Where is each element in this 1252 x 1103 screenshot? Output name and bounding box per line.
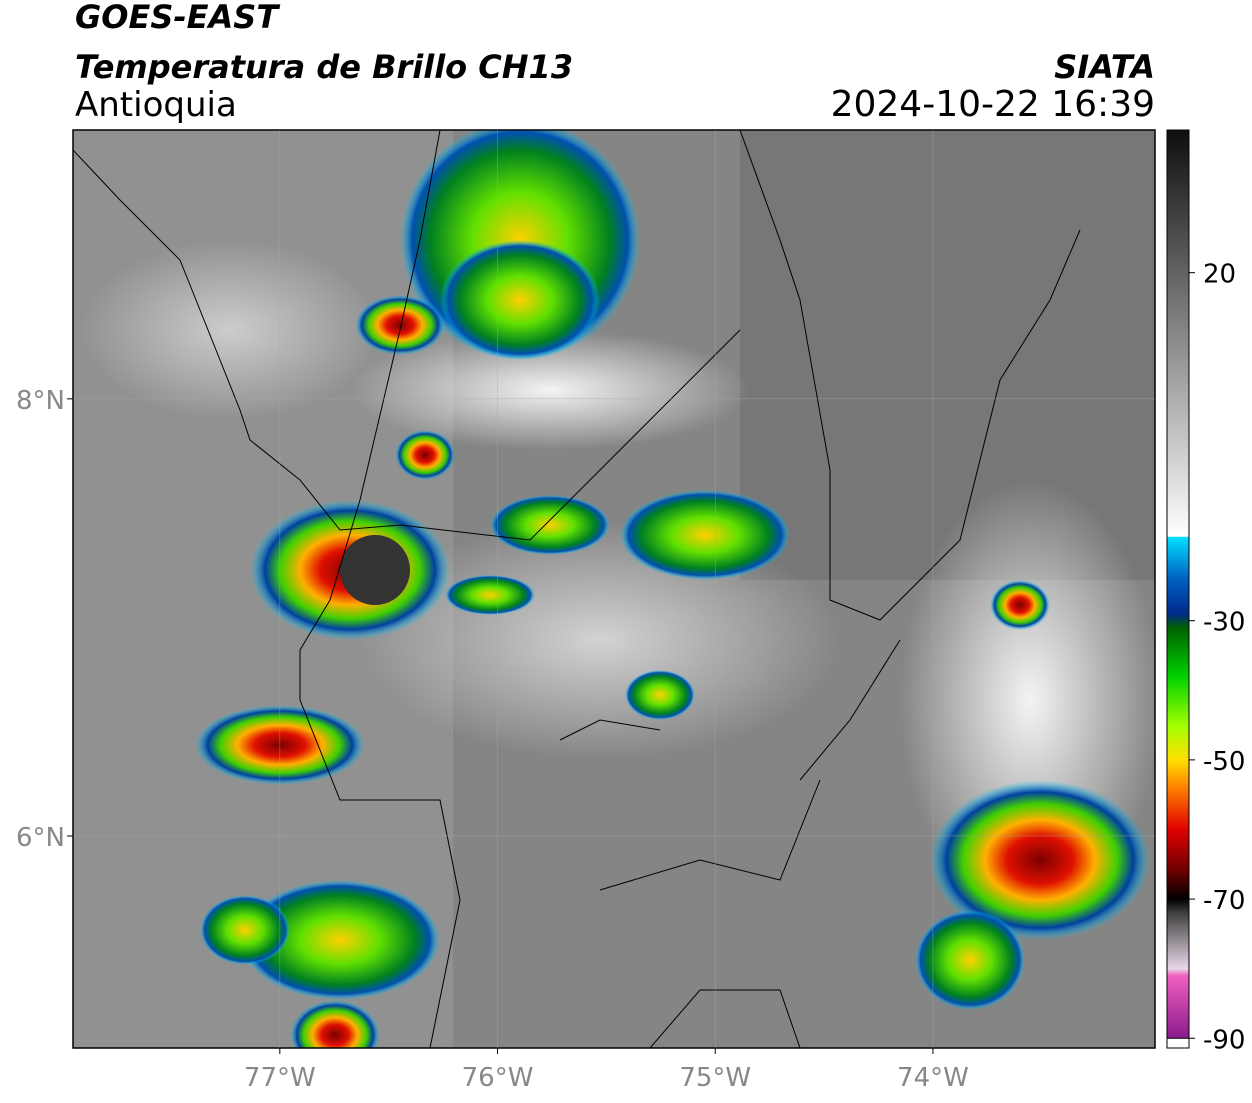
colorbar-under bbox=[1166, 1037, 1190, 1049]
source: SIATA bbox=[1054, 48, 1155, 86]
x-tick-label: 77°W bbox=[244, 1063, 316, 1093]
title: GOES-EAST bbox=[75, 0, 280, 36]
timestamp: 2024-10-22 16:39 bbox=[831, 84, 1155, 125]
colorbar-tick-label: -90 bbox=[1203, 1025, 1245, 1055]
y-tick-label: 8°N bbox=[16, 386, 65, 416]
subtitle: Temperatura de Brillo CH13 bbox=[75, 48, 573, 86]
map-frame bbox=[72, 129, 1156, 1049]
colorbar bbox=[1167, 130, 1189, 1048]
colorbar-tick-label: -30 bbox=[1203, 608, 1245, 638]
colorbar-tick-label: -70 bbox=[1203, 886, 1245, 916]
region: Antioquia bbox=[75, 85, 237, 125]
x-tick-label: 76°W bbox=[462, 1063, 534, 1093]
colorbar-tick-label: 20 bbox=[1203, 260, 1236, 290]
colorbar-tick-label: -50 bbox=[1203, 747, 1245, 777]
y-tick-label: 6°N bbox=[16, 823, 65, 853]
map-image bbox=[73, 130, 1155, 1048]
x-tick-label: 74°W bbox=[897, 1063, 969, 1093]
x-tick-label: 75°W bbox=[679, 1063, 751, 1093]
